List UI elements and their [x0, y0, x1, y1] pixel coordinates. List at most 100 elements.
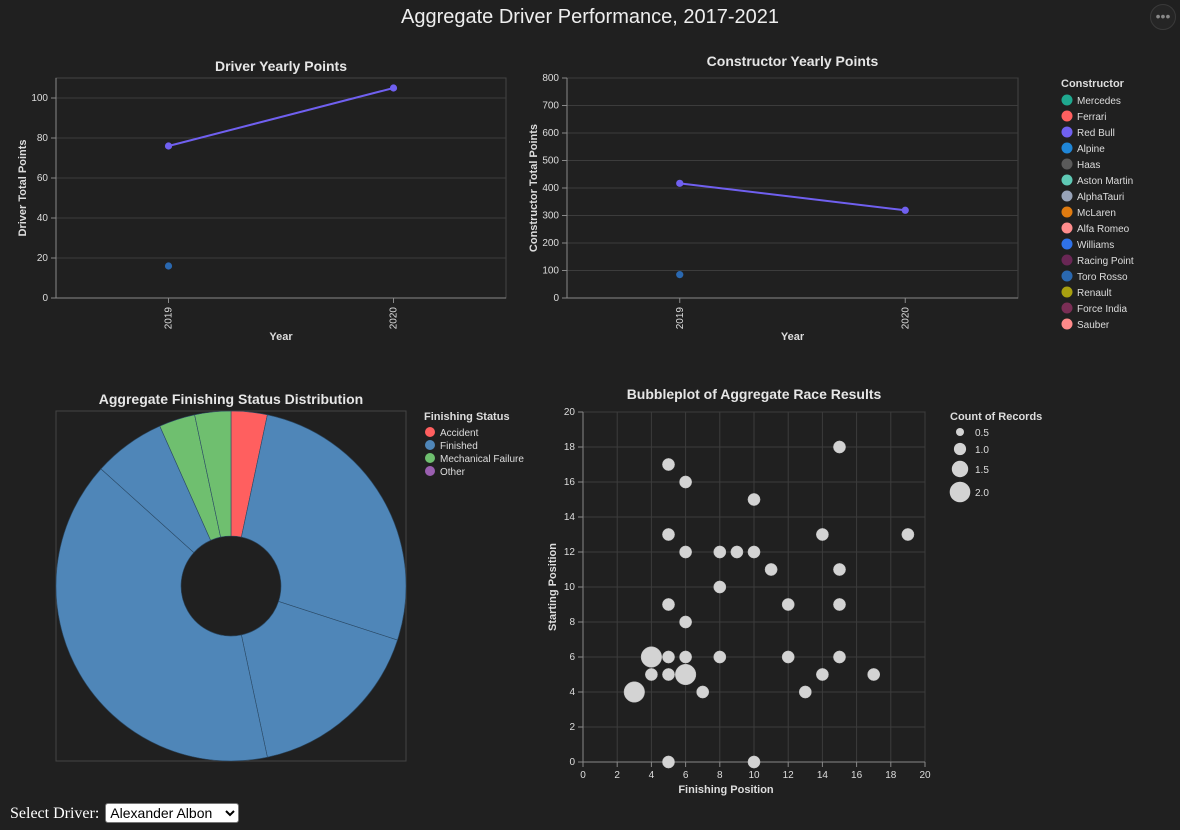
constructor-y-tick-label: 800	[542, 73, 559, 84]
status-legend-title: Finishing Status	[424, 411, 510, 423]
driver-plot-frame	[55, 77, 507, 299]
bubble-point[interactable]	[662, 458, 675, 471]
status-legend-label: Mechanical Failure	[440, 454, 524, 465]
constructor-legend-swatch	[1061, 254, 1073, 266]
constructor-y-axis-title: Constructor Total Points	[528, 124, 540, 252]
driver-data-point[interactable]	[164, 142, 173, 150]
bubble-x-tick-label: 20	[919, 770, 931, 781]
bubble-point[interactable]	[833, 650, 846, 664]
bubble-point[interactable]	[662, 598, 675, 611]
bubble-y-tick-label: 18	[564, 442, 576, 453]
driver-data-point[interactable]	[389, 84, 398, 92]
bubble-point[interactable]	[730, 545, 744, 559]
bubble-y-tick-label: 2	[569, 722, 575, 733]
constructor-series-line	[679, 182, 906, 212]
bubble-point[interactable]	[623, 681, 645, 703]
bubble-point[interactable]	[640, 646, 662, 668]
constructor-legend-swatch	[1061, 190, 1073, 202]
bubble-point[interactable]	[833, 598, 846, 611]
bubble-point[interactable]	[645, 668, 658, 681]
page-title: Aggregate Driver Performance, 2017-2021	[401, 6, 779, 28]
bubble-legend-swatch	[951, 460, 969, 478]
bubble-point[interactable]	[816, 528, 829, 541]
driver-selector: Select Driver: Alexander Albon	[10, 803, 240, 823]
constructor-y-tick-label: 0	[553, 293, 559, 304]
constructor-legend-label: Toro Rosso	[1077, 272, 1128, 283]
bubble-point[interactable]	[679, 650, 692, 664]
status-slice[interactable]	[194, 410, 232, 538]
bubble-point[interactable]	[781, 650, 795, 664]
bubble-legend-swatch	[953, 442, 967, 456]
status-slice[interactable]	[55, 468, 268, 762]
constructor-legend-label: AlphaTauri	[1077, 192, 1124, 203]
driver-y-tick-label: 20	[37, 253, 49, 264]
bubble-x-tick-label: 10	[748, 770, 760, 781]
status-legend-label: Accident	[440, 428, 479, 439]
constructor-legend-swatch	[1061, 142, 1073, 154]
bubble-y-tick-label: 14	[564, 512, 576, 523]
constructor-legend-label: Force India	[1077, 304, 1127, 315]
bubble-point[interactable]	[816, 668, 829, 681]
driver-chart-title: Driver Yearly Points	[215, 58, 347, 74]
bubble-point[interactable]	[675, 663, 697, 686]
constructor-data-point[interactable]	[901, 206, 909, 214]
constructor-legend-label: Alfa Romeo	[1077, 224, 1130, 235]
bubble-point[interactable]	[747, 545, 761, 559]
constructor-x-tick-label: 2019	[675, 307, 686, 330]
constructor-y-tick-label: 400	[542, 183, 559, 194]
constructor-data-point[interactable]	[676, 271, 684, 279]
bubble-chart-title: Bubbleplot of Aggregate Race Results	[627, 386, 882, 402]
constructor-legend-swatch	[1061, 222, 1073, 234]
bubble-point[interactable]	[798, 685, 812, 699]
bubble-point[interactable]	[662, 755, 675, 769]
bubble-point[interactable]	[662, 650, 675, 664]
bubble-y-tick-label: 12	[564, 547, 576, 558]
bubble-point[interactable]	[696, 685, 710, 699]
driver-dropdown[interactable]: Alexander Albon	[105, 803, 240, 823]
bubble-point[interactable]	[833, 440, 846, 454]
driver-y-tick-label: 100	[31, 93, 48, 104]
bubble-point[interactable]	[713, 580, 727, 594]
bubble-x-tick-label: 18	[885, 770, 897, 781]
bubble-point[interactable]	[679, 545, 692, 559]
bubble-x-tick-label: 14	[817, 770, 829, 781]
driver-x-tick-label: 2019	[164, 307, 175, 330]
constructor-legend-swatch	[1061, 286, 1073, 298]
bubble-point[interactable]	[901, 528, 915, 541]
bubble-point[interactable]	[679, 615, 692, 629]
constructor-data-point[interactable]	[676, 179, 684, 187]
select-driver-label: Select Driver:	[10, 805, 100, 822]
constructor-legend-swatch	[1061, 238, 1073, 250]
bubble-chart: 0 2 4 6 8 10 12 14 16 18 20 0 2 4 6 8 10 12 14 16 18 20 Bubble…	[547, 386, 1042, 796]
driver-y-tick-label: 80	[37, 133, 49, 144]
status-legend-swatch	[425, 427, 435, 437]
bubble-y-tick-label: 8	[569, 617, 575, 628]
bubble-y-tick-label: 16	[564, 477, 576, 488]
bubble-point[interactable]	[833, 563, 846, 576]
status-chart-title: Aggregate Finishing Status Distribution	[99, 391, 363, 407]
bubble-point[interactable]	[747, 493, 761, 506]
driver-data-point[interactable]	[164, 262, 173, 270]
bubble-point[interactable]	[747, 755, 761, 769]
bubble-point[interactable]	[662, 668, 675, 681]
bubble-point[interactable]	[867, 668, 881, 681]
bubble-legend-title: Count of Records	[950, 411, 1042, 423]
status-chart: Aggregate Finishing Status Distribution F…	[55, 391, 524, 762]
constructor-chart-title: Constructor Yearly Points	[707, 53, 879, 69]
bubble-y-tick-label: 10	[564, 582, 576, 593]
constructor-x-tick-label: 2020	[900, 307, 911, 330]
constructor-legend-label: Racing Point	[1077, 256, 1134, 267]
driver-y-tick-label: 60	[37, 173, 49, 184]
bubble-point[interactable]	[781, 598, 795, 611]
status-slice[interactable]	[241, 601, 398, 758]
bubble-point[interactable]	[764, 563, 778, 576]
status-slice[interactable]	[241, 414, 407, 641]
bubble-point[interactable]	[662, 528, 675, 541]
bubble-point[interactable]	[713, 545, 727, 559]
constructor-legend-label: Red Bull	[1077, 128, 1115, 139]
ellipsis-icon[interactable]: •••	[1150, 4, 1176, 30]
bubble-point[interactable]	[713, 650, 727, 664]
constructor-legend-label: Aston Martin	[1077, 176, 1133, 187]
bubble-point[interactable]	[679, 475, 692, 489]
constructor-legend-swatch	[1061, 318, 1073, 330]
